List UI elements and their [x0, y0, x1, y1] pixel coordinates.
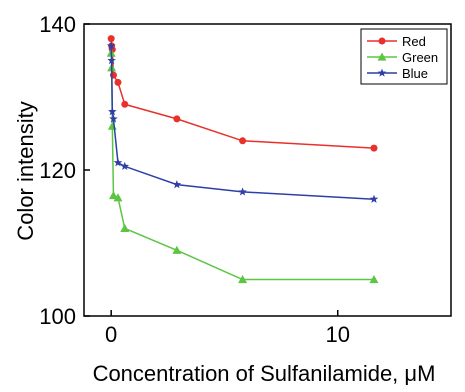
data-point-green: [172, 245, 182, 254]
data-point-red: [173, 115, 181, 123]
data-point-blue: [108, 107, 117, 116]
y-tick-label: 140: [39, 12, 76, 37]
data-point-green: [120, 223, 130, 232]
axis-ticks: 0 10 100 120 140: [39, 12, 350, 347]
data-point-green: [238, 275, 248, 284]
x-tick-label: 0: [105, 322, 117, 347]
series-blue: [106, 41, 379, 203]
data-point-blue: [172, 180, 182, 189]
series-layer: [106, 35, 379, 284]
legend-marker-green: [377, 52, 387, 61]
x-axis-label: Concentration of Sulfanilamide, μM: [93, 361, 436, 386]
data-point-green: [108, 191, 118, 200]
series-line-green: [110, 53, 374, 281]
data-point-blue: [107, 56, 116, 65]
data-point-blue: [106, 41, 116, 50]
data-point-green: [113, 193, 123, 202]
data-point-red: [370, 144, 378, 152]
data-point-green: [107, 121, 117, 130]
y-tick-label: 120: [39, 158, 76, 183]
data-point-green: [369, 275, 379, 284]
series-red: [107, 35, 378, 152]
legend-marker-red: [378, 37, 386, 45]
data-point-blue: [113, 158, 123, 167]
data-point-blue: [238, 187, 247, 196]
data-point-blue: [109, 114, 118, 123]
y-tick-label: 100: [39, 304, 76, 329]
x-tick-label: 10: [325, 322, 349, 347]
legend-label-blue: Blue: [402, 66, 428, 81]
series-green: [106, 48, 379, 284]
data-point-red: [107, 35, 115, 43]
y-axis-label: Color intensity: [13, 101, 38, 240]
legend-label-green: Green: [402, 50, 438, 65]
data-point-red: [121, 100, 129, 108]
legend-marker-blue: [377, 68, 387, 77]
series-line-red: [110, 38, 375, 149]
data-point-blue: [369, 194, 379, 203]
series-line-blue: [110, 45, 375, 200]
data-point-red: [239, 137, 247, 145]
data-point-red: [114, 78, 122, 86]
data-point-blue: [120, 161, 130, 170]
legend-label-red: Red: [402, 34, 426, 49]
